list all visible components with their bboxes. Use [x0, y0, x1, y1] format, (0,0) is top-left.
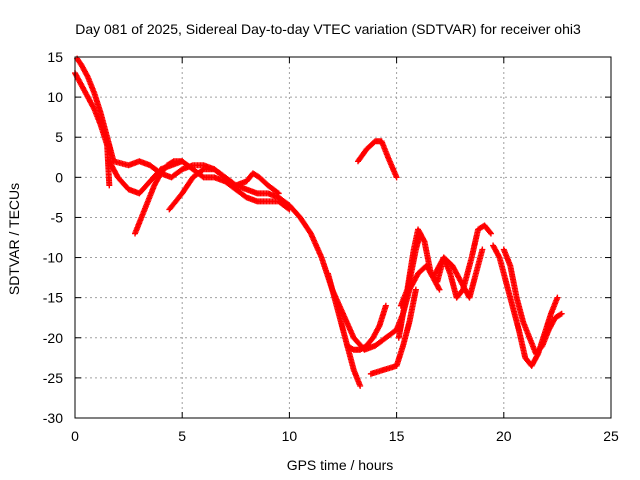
x-tick-label: 15 — [389, 428, 405, 444]
x-tick-label: 25 — [603, 428, 619, 444]
series-sat-e — [166, 166, 282, 213]
data-point — [357, 382, 364, 389]
axis-ticks: 0 5 10 15 20 25 15 10 5 0 -5 -10 -15 -20 -25 -30 — [43, 49, 619, 444]
data-point — [558, 310, 565, 317]
y-axis-label: SDTVAR / TECUs — [6, 183, 22, 295]
plot-frame — [74, 56, 612, 419]
data-point — [274, 189, 281, 196]
series-sat-f — [324, 270, 364, 389]
y-tick-label: -20 — [43, 330, 63, 346]
x-tick-label: 0 — [71, 428, 79, 444]
series-sat-n — [500, 246, 565, 357]
data-point — [285, 205, 292, 212]
data-point — [487, 229, 494, 236]
data-point — [382, 302, 389, 309]
x-tick-label: 5 — [178, 428, 186, 444]
y-tick-label: -25 — [43, 370, 63, 386]
data-point — [393, 174, 400, 181]
data-point — [275, 190, 282, 197]
series-sat-d — [132, 158, 186, 237]
data-point — [106, 182, 113, 189]
data-point — [557, 311, 564, 318]
data-point — [199, 173, 206, 180]
y-tick-label: 15 — [47, 49, 63, 65]
x-axis-label: GPS time / hours — [287, 457, 394, 473]
series-sat-m — [490, 242, 561, 369]
chart-title: Day 081 of 2025, Sidereal Day-to-day VTE… — [75, 21, 581, 37]
series-sat-k — [397, 222, 494, 309]
series-sat-i — [367, 286, 419, 377]
y-tick-label: 10 — [47, 89, 63, 105]
data-marks — [72, 55, 565, 389]
series-sat-h — [355, 138, 400, 181]
data-point — [199, 167, 206, 174]
data-point — [487, 230, 494, 237]
y-tick-label: -30 — [43, 410, 63, 426]
y-tick-label: -10 — [43, 250, 63, 266]
y-tick-label: 0 — [55, 169, 63, 185]
y-tick-label: 5 — [55, 129, 63, 145]
series-sat-b — [74, 55, 424, 353]
data-point — [179, 158, 186, 165]
data-point — [169, 159, 176, 166]
data-point — [412, 286, 419, 293]
x-tick-label: 20 — [496, 428, 512, 444]
series-sat-l — [432, 246, 486, 301]
data-point — [479, 246, 486, 253]
data-point — [436, 286, 443, 293]
series-sat-g — [344, 302, 389, 353]
x-tick-label: 10 — [282, 428, 298, 444]
data-point — [286, 206, 293, 213]
y-tick-label: -15 — [43, 290, 63, 306]
data-point — [554, 294, 561, 301]
y-tick-label: -5 — [51, 209, 64, 225]
